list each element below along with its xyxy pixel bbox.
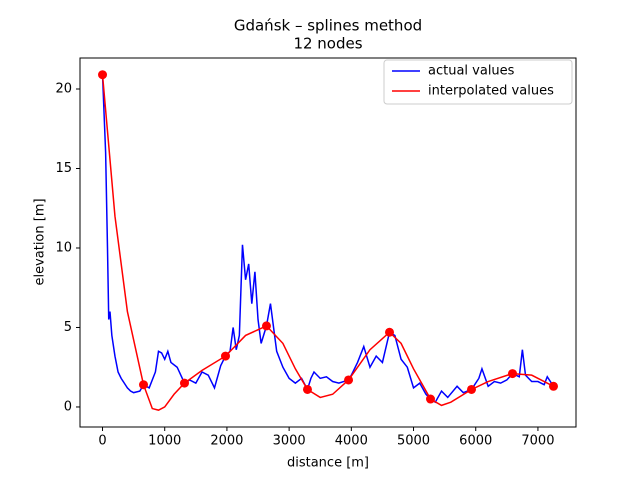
y-tick-label: 10 — [55, 240, 72, 255]
legend-label: interpolated values — [428, 84, 554, 99]
node-marker — [98, 70, 108, 80]
node-marker — [302, 384, 312, 394]
x-tick-label: 2000 — [210, 434, 243, 449]
x-tick-label: 7000 — [521, 434, 554, 449]
chart-title: Gdańsk – splines method — [234, 17, 422, 35]
y-tick-label: 20 — [55, 82, 72, 97]
x-tick-label: 0 — [98, 434, 106, 449]
y-tick-label: 5 — [64, 320, 72, 335]
plot-frame — [79, 57, 577, 428]
node-marker — [179, 378, 189, 388]
x-tick-label: 6000 — [459, 434, 492, 449]
node-marker — [548, 381, 558, 391]
x-tick-label: 5000 — [397, 434, 430, 449]
y-tick-label: 0 — [64, 399, 72, 414]
node-marker — [467, 384, 477, 394]
node-marker — [344, 375, 354, 385]
x-tick-label: 3000 — [273, 434, 306, 449]
x-axis-label: distance [m] — [287, 456, 369, 471]
node-marker — [426, 394, 436, 404]
node-marker — [261, 321, 271, 331]
y-tick-label: 15 — [55, 161, 72, 176]
node-marker — [220, 351, 230, 361]
node-marker — [385, 327, 395, 337]
x-tick-label: 4000 — [335, 434, 368, 449]
node-marker — [507, 369, 517, 379]
x-tick-label: 1000 — [148, 434, 181, 449]
legend-label: actual values — [428, 64, 515, 79]
legend-box — [383, 59, 573, 105]
chart-subtitle: 12 nodes — [293, 35, 362, 53]
node-marker — [139, 380, 149, 390]
y-axis-label: elevation [m] — [33, 198, 48, 285]
